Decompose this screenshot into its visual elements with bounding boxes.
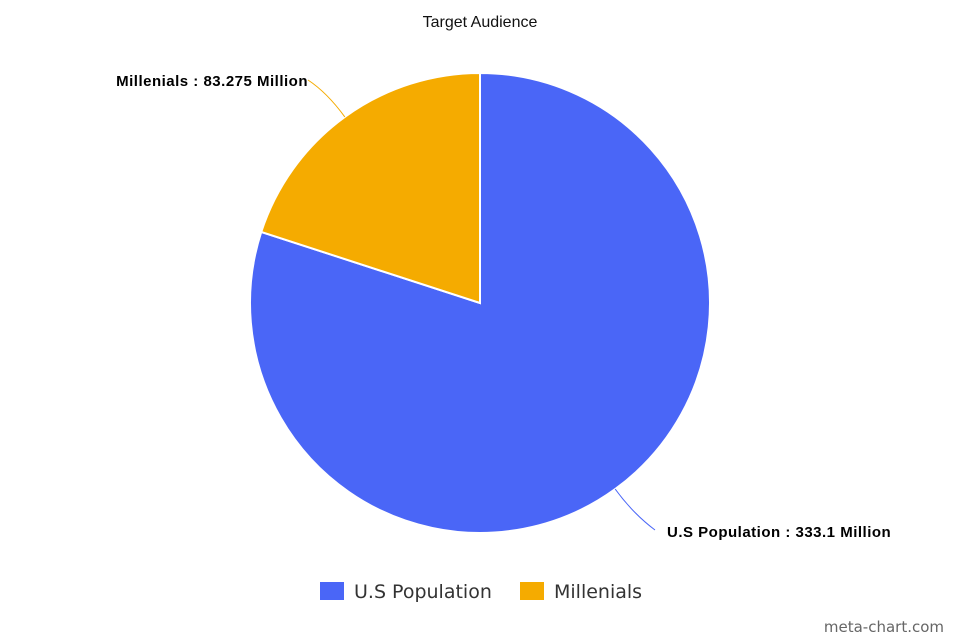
pie-slices xyxy=(249,71,711,534)
leader-line-millenials xyxy=(307,79,346,118)
data-label-us-population: U.S Population : 333.1 Million xyxy=(667,524,891,541)
pie-slice-u-s-population[interactable] xyxy=(249,71,711,534)
pie-slice-millenials[interactable] xyxy=(259,71,481,305)
data-label-millenials: Millenials : 83.275 Million xyxy=(116,73,308,90)
leader-line-u-s-population xyxy=(614,488,656,531)
legend-label-millenials: Millenials xyxy=(554,581,642,603)
legend-item-millenials[interactable]: Millenials xyxy=(520,581,642,603)
legend-label-us-population: U.S Population xyxy=(354,581,492,603)
legend: U.S Population Millenials xyxy=(320,581,642,603)
legend-swatch-us-population xyxy=(320,582,344,600)
chart-title: Target Audience xyxy=(423,14,538,31)
legend-item-us-population[interactable]: U.S Population xyxy=(320,581,492,603)
label-leader-lines xyxy=(307,79,656,531)
credit-text: meta-chart.com xyxy=(824,618,944,636)
legend-swatch-millenials xyxy=(520,582,544,600)
